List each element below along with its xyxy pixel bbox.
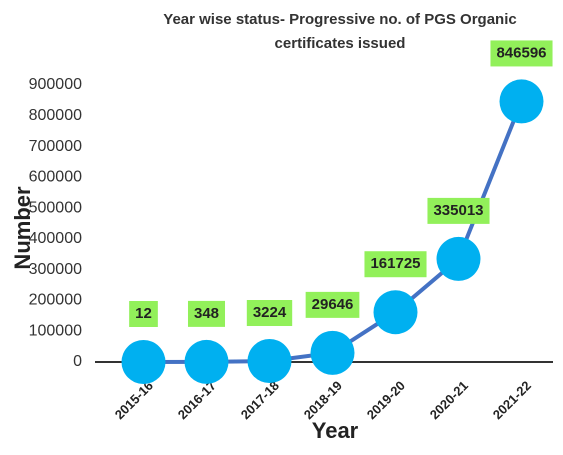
data-label: 12 xyxy=(129,300,158,327)
chart-title: Year wise status- Progressive no. of PGS… xyxy=(163,11,516,28)
marker xyxy=(373,290,418,335)
x-tick-label: 2019-20 xyxy=(364,378,408,422)
y-axis-label: Number xyxy=(10,186,35,270)
marker xyxy=(121,339,166,384)
data-label: 161725 xyxy=(364,251,427,278)
data-label-text: 335013 xyxy=(433,202,483,219)
x-tick-label: 2021-22 xyxy=(490,378,534,422)
y-tick-label: 500000 xyxy=(29,199,82,216)
x-axis-label: Year xyxy=(312,418,359,443)
data-label-box xyxy=(490,40,553,67)
chart-title: certificates issued xyxy=(275,35,406,52)
data-label-text: 161725 xyxy=(370,255,420,272)
y-tick-label: 100000 xyxy=(29,322,82,339)
data-label: 29646 xyxy=(305,291,360,318)
data-label-box xyxy=(427,197,490,224)
marker xyxy=(184,339,229,384)
x-tick-label: 2018-19 xyxy=(301,378,345,422)
data-label-text: 3224 xyxy=(253,304,287,321)
y-tick-label: 700000 xyxy=(29,138,82,155)
marker xyxy=(499,79,544,124)
y-tick-label: 800000 xyxy=(29,107,82,124)
y-tick-label: 0 xyxy=(73,353,82,370)
data-label-box xyxy=(305,291,360,318)
y-tick-label: 900000 xyxy=(29,76,82,93)
data-label-text: 846596 xyxy=(496,44,546,61)
data-label: 348 xyxy=(187,300,226,327)
x-tick-label: 2015-16 xyxy=(112,378,156,422)
data-label-box xyxy=(187,300,226,327)
data-label-box xyxy=(364,251,427,278)
marker xyxy=(436,236,481,281)
marker xyxy=(247,339,292,384)
data-label: 3224 xyxy=(246,300,293,327)
x-tick-label: 2016-17 xyxy=(175,378,219,422)
data-label-text: 348 xyxy=(194,305,219,322)
data-label-text: 29646 xyxy=(312,296,354,313)
y-tick-label: 400000 xyxy=(29,230,82,247)
data-label-text: 12 xyxy=(135,305,152,322)
data-label: 846596 xyxy=(490,40,553,67)
y-tick-label: 200000 xyxy=(29,292,82,309)
data-label: 335013 xyxy=(427,197,490,224)
x-tick-label: 2017-18 xyxy=(238,378,282,422)
marker xyxy=(310,330,355,375)
x-tick-label: 2020-21 xyxy=(427,378,471,422)
y-tick-label: 600000 xyxy=(29,169,82,186)
data-label-box xyxy=(129,300,158,327)
data-label-box xyxy=(246,300,293,327)
y-tick-label: 300000 xyxy=(29,261,82,278)
